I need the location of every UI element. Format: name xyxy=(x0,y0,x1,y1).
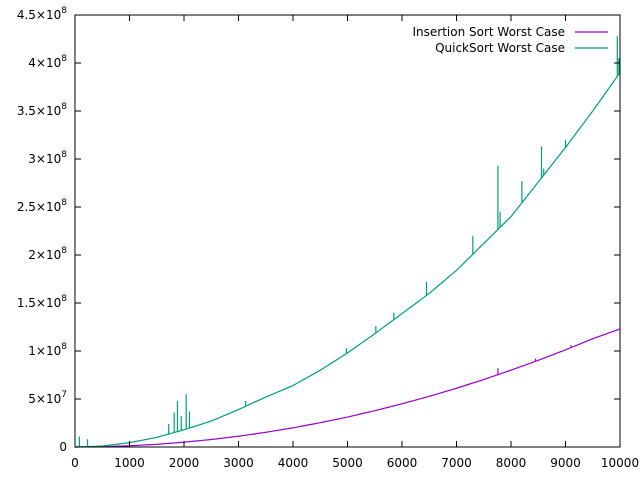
y-tick-exponent: 8 xyxy=(61,6,67,16)
y-tick-mantissa: 1×10 xyxy=(28,344,61,358)
x-tick-label: 7000 xyxy=(441,456,472,470)
y-tick-label: 3.5×108 xyxy=(17,102,67,118)
y-tick-exponent: 8 xyxy=(61,342,67,352)
y-tick-mantissa: 0 xyxy=(59,440,67,454)
y-tick-label: 0 xyxy=(59,440,67,454)
x-tick-label: 8000 xyxy=(496,456,527,470)
legend-label-0: Insertion Sort Worst Case xyxy=(412,25,565,39)
y-tick-label: 2×108 xyxy=(28,246,67,262)
series-1 xyxy=(74,36,621,448)
y-tick-mantissa: 4×10 xyxy=(28,56,61,70)
x-tick-label: 4000 xyxy=(278,456,309,470)
y-tick-mantissa: 3.5×10 xyxy=(17,104,61,118)
y-tick-label: 5×107 xyxy=(28,390,67,406)
y-tick-mantissa: 2×10 xyxy=(28,248,61,262)
series-layer xyxy=(74,36,621,448)
y-tick-label: 1.5×108 xyxy=(17,294,67,310)
series-line-1 xyxy=(74,72,621,448)
y-tick-exponent: 8 xyxy=(61,150,67,160)
x-tick-label: 6000 xyxy=(387,456,418,470)
x-tick-label: 10000 xyxy=(601,456,639,470)
y-tick-mantissa: 3×10 xyxy=(28,152,61,166)
legend-label-1: QuickSort Worst Case xyxy=(435,41,565,55)
y-tick-mantissa: 4.5×10 xyxy=(17,8,61,22)
y-tick-exponent: 8 xyxy=(61,294,67,304)
y-tick-mantissa: 1.5×10 xyxy=(17,296,61,310)
y-tick-label: 1×108 xyxy=(28,342,67,358)
y-tick-exponent: 8 xyxy=(61,54,67,64)
y-tick-label: 4.5×108 xyxy=(17,6,67,22)
x-tick-label: 5000 xyxy=(332,456,363,470)
x-tick-label: 1000 xyxy=(114,456,145,470)
y-tick-exponent: 8 xyxy=(61,246,67,256)
y-tick-label: 3×108 xyxy=(28,150,67,166)
series-0 xyxy=(74,328,621,448)
x-tick-label: 9000 xyxy=(550,456,581,470)
y-tick-mantissa: 2.5×10 xyxy=(17,200,61,214)
y-tick-exponent: 8 xyxy=(61,198,67,208)
x-tick-label: 3000 xyxy=(223,456,254,470)
ticks-layer: 0 1000 2000 3000 4000 5000 6000 7000 8000 9000 100… xyxy=(17,6,639,470)
y-tick-mantissa: 5×10 xyxy=(28,392,61,406)
series-line-0 xyxy=(74,328,621,448)
y-tick-label: 4×108 xyxy=(28,54,67,70)
y-tick-label: 2.5×108 xyxy=(17,198,67,214)
legend: Insertion Sort Worst Case QuickSort Worst… xyxy=(412,25,608,55)
y-tick-exponent: 7 xyxy=(61,390,67,400)
y-tick-exponent: 8 xyxy=(61,102,67,112)
x-tick-label: 0 xyxy=(71,456,79,470)
x-tick-label: 2000 xyxy=(169,456,200,470)
